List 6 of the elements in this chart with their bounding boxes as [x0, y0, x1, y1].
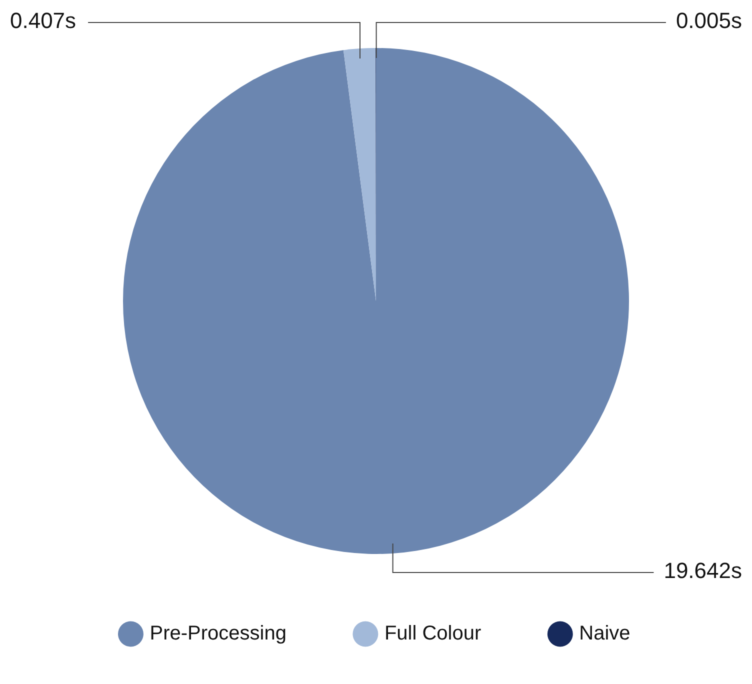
legend-label: Full Colour	[384, 622, 482, 645]
legend-label: Pre-Processing	[150, 622, 286, 645]
data-label: 0.407s	[10, 8, 76, 34]
data-label: 19.642s	[664, 558, 742, 584]
legend-label: Naive	[579, 622, 630, 645]
data-label: 0.005s	[676, 8, 742, 34]
